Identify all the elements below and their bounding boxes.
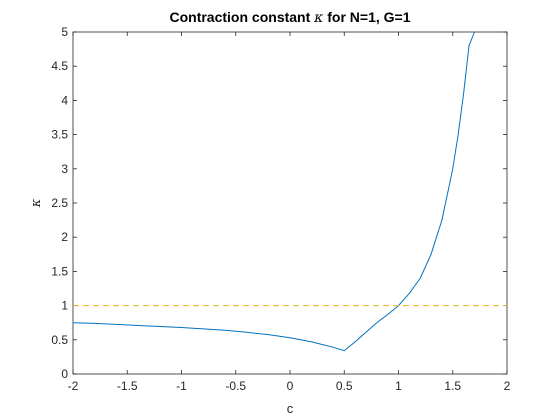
y-tick-label: 3.5 [51,128,68,142]
x-tick-label: -0.5 [225,379,246,393]
chart-title-suffix: for N=1, G=1 [323,9,410,25]
y-tick-label: 5 [61,25,68,39]
x-tick-label: 1 [395,379,402,393]
y-tick-label: 0.5 [51,333,68,347]
chart-title-prefix: Contraction constant [169,9,314,25]
series-layer [72,31,507,352]
y-tick-label: 2 [61,230,68,244]
x-tick-label: -1.5 [117,379,138,393]
x-tick-label: -1 [176,379,187,393]
y-axis: 0 0.5 1 1.5 2 2.5 3 3.5 4 4.5 5 [51,25,507,381]
x-axis-label: c [287,401,294,416]
plot-area [72,31,508,375]
x-tick-label: 1.5 [444,379,461,393]
y-tick-label: 4.5 [51,59,68,73]
y-tick-label: 3 [61,162,68,176]
x-tick-label: 2 [504,379,511,393]
x-axis: -2 -1.5 -1 -0.5 0 0.5 1 1.5 2 [68,32,511,393]
y-tick-label: 1 [61,299,68,313]
x-tick-label: -2 [68,379,79,393]
y-tick-label: 2.5 [51,196,68,210]
kappa-curve-series [72,31,475,352]
y-axis-label: κ [29,198,44,208]
x-tick-label: 0 [287,379,294,393]
y-tick-label: 1.5 [51,264,68,278]
x-tick-label: 0.5 [336,379,353,393]
chart-title-symbol: κ [313,10,323,26]
y-tick-label: 4 [61,93,68,107]
y-tick-label: 0 [61,367,68,381]
chart-title: Contraction constant κ for N=1, G=1 [169,9,410,26]
